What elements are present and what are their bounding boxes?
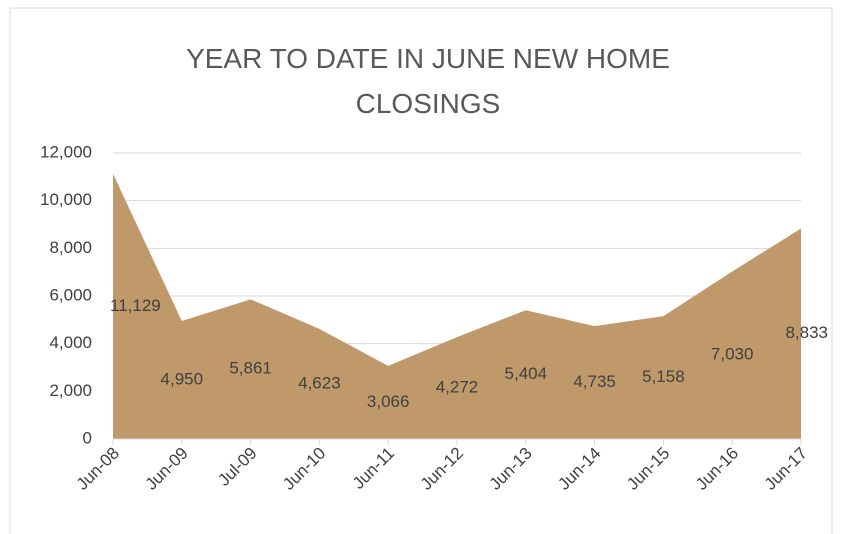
data-label: 7,030 — [711, 345, 754, 364]
y-tick-label: 0 — [83, 428, 92, 447]
data-label: 4,623 — [298, 373, 341, 392]
y-tick-label: 2,000 — [49, 381, 92, 400]
x-tick-label: Jun-10 — [279, 444, 329, 494]
data-label: 5,861 — [229, 359, 272, 378]
data-label: 4,950 — [161, 369, 204, 388]
x-tick-label: Jun-14 — [554, 444, 604, 494]
x-tick-label: Jun-15 — [623, 444, 673, 494]
data-label: 3,066 — [367, 392, 410, 411]
data-label: 5,404 — [505, 364, 548, 383]
chart-frame — [9, 7, 833, 534]
data-label: 11,129 — [110, 296, 161, 315]
area — [113, 173, 801, 439]
y-tick-label: 10,000 — [40, 190, 92, 209]
chart-title: YEAR TO DATE IN JUNE NEW HOME CLOSINGS — [186, 43, 670, 119]
x-tick-label: Jul-09 — [214, 444, 260, 490]
data-label: 4,272 — [436, 378, 479, 397]
y-tick-label: 12,000 — [40, 142, 92, 161]
y-tick-label: 4,000 — [49, 333, 92, 352]
x-tick-label: Jun-09 — [142, 444, 192, 494]
x-tick-label: Jun-12 — [417, 444, 467, 494]
x-tick-label: Jun-08 — [73, 444, 123, 494]
data-label: 4,735 — [573, 372, 616, 391]
x-tick-label: Jun-13 — [486, 444, 536, 494]
data-label: 5,158 — [642, 367, 685, 386]
y-tick-label: 6,000 — [49, 285, 92, 304]
x-tick-label: Jun-11 — [349, 444, 398, 493]
data-label: 8,833 — [785, 323, 828, 342]
x-tick-label: Jun-17 — [761, 444, 811, 494]
x-tick-label: Jun-16 — [692, 444, 742, 494]
y-tick-label: 8,000 — [49, 238, 92, 257]
